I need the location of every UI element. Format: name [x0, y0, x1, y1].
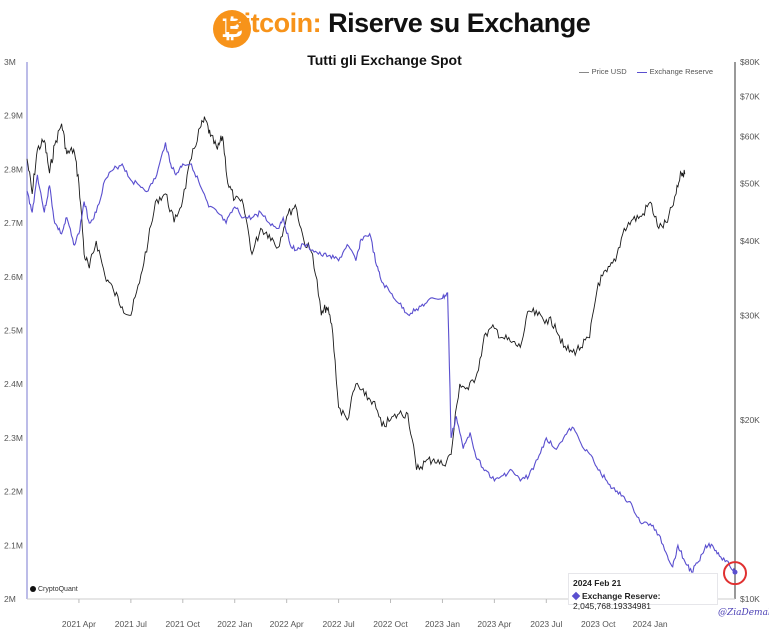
legend-item-reserve[interactable]: Exchange Reserve	[636, 67, 713, 76]
y-left-tick-label: 2.1M	[4, 540, 23, 550]
page-title: Bitcoin: Riserve su Exchange	[225, 8, 591, 39]
title-text: Riserve su Exchange	[328, 8, 591, 38]
legend: Price USD Exchange Reserve	[578, 67, 713, 76]
legend-swatch-price	[578, 71, 589, 73]
x-tick-label: 2022 Oct	[373, 619, 408, 629]
x-tick-label: 2023 Jul	[530, 619, 562, 629]
highlight-circle	[723, 561, 747, 586]
diamond-icon	[571, 591, 581, 601]
title-accent: Bitcoin:	[224, 8, 322, 38]
legend-item-price[interactable]: Price USD	[578, 67, 627, 76]
legend-swatch-reserve	[636, 71, 647, 73]
legend-label-price: Price USD	[591, 67, 627, 76]
chart-ticks: 2M 2.1M 2.2M 2.3M 2.4M 2.5M 2.6M 2.7M 2.8M 2.9M 3M…	[4, 57, 760, 629]
y-right-tick-label: $10K	[740, 594, 760, 604]
chart-axes	[26, 62, 736, 600]
tooltip-date: 2024 Feb 21	[573, 578, 622, 588]
y-left-tick-label: 2.4M	[4, 379, 23, 389]
y-left-tick-label: 2.6M	[4, 272, 23, 282]
y-left-tick-label: 2.3M	[4, 433, 23, 443]
x-tick-label: 2022 Jul	[323, 619, 355, 629]
y-right-tick-label: $30K	[740, 310, 760, 320]
tooltip-value: 2,045,768.19334981	[573, 601, 651, 611]
y-left-tick-label: 2.5M	[4, 326, 23, 336]
x-tick-label: 2023 Oct	[581, 619, 616, 629]
y-left-tick-label: 3M	[4, 57, 16, 67]
y-left-tick-label: 2.7M	[4, 218, 23, 228]
cryptoquant-logo-icon	[30, 586, 36, 593]
x-tick-label: 2022 Jan	[217, 619, 252, 629]
tooltip-label: Exchange Reserve:	[582, 591, 661, 601]
y-right-tick-label: $60K	[740, 131, 760, 141]
exchange-reserve-line	[26, 142, 736, 573]
y-left-tick-label: 2.9M	[4, 111, 23, 121]
y-right-tick-label: $50K	[740, 178, 760, 188]
y-left-tick-label: 2.2M	[4, 487, 23, 497]
x-tick-label: 2021 Jul	[115, 619, 147, 629]
x-tick-label: 2022 Apr	[270, 619, 304, 629]
x-tick-label: 2021 Oct	[166, 619, 201, 629]
y-right-tick-label: $80K	[740, 57, 760, 67]
y-left-tick-label: 2.8M	[4, 164, 23, 174]
y-right-tick-label: $40K	[740, 236, 760, 246]
bitcoin-logo-icon: ₿	[213, 10, 251, 48]
chart-series	[26, 116, 738, 575]
y-right-tick-label: $70K	[740, 91, 760, 101]
x-tick-label: 2023 Apr	[477, 619, 511, 629]
y-right-tick-label: $20K	[740, 415, 760, 425]
author-signature: @ZiaDemalis	[718, 608, 769, 618]
price-usd-line	[26, 116, 686, 471]
x-tick-label: 2023 Jan	[425, 619, 460, 629]
y-left-tick-label: 2M	[4, 594, 16, 604]
x-tick-label: 2021 Apr	[62, 619, 96, 629]
watermark-text: CryptoQuant	[38, 586, 78, 593]
cryptoquant-watermark: CryptoQuant	[30, 586, 78, 593]
tooltip-value-row: Exchange Reserve: 2,045,768.19334981	[571, 591, 717, 611]
title-wrap: Bitcoin: Riserve su Exchange	[0, 8, 769, 39]
reserve-end-point	[732, 569, 738, 575]
x-tick-label: 2024 Jan	[633, 619, 668, 629]
chart-tooltip: 2024 Feb 21 Exchange Reserve: 2,045,768.…	[568, 573, 718, 611]
legend-label-reserve: Exchange Reserve	[649, 67, 713, 76]
chart-subtitle: Tutti gli Exchange Spot	[307, 52, 462, 68]
